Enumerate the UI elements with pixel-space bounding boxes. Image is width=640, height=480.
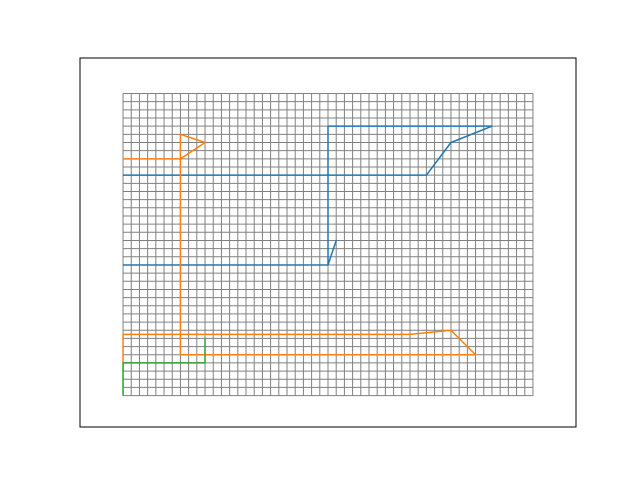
series-line-2 xyxy=(122,133,477,363)
series-line-3 xyxy=(122,338,206,396)
series-line-1 xyxy=(123,125,493,266)
axes-frame xyxy=(79,57,577,428)
series-group xyxy=(122,125,493,396)
